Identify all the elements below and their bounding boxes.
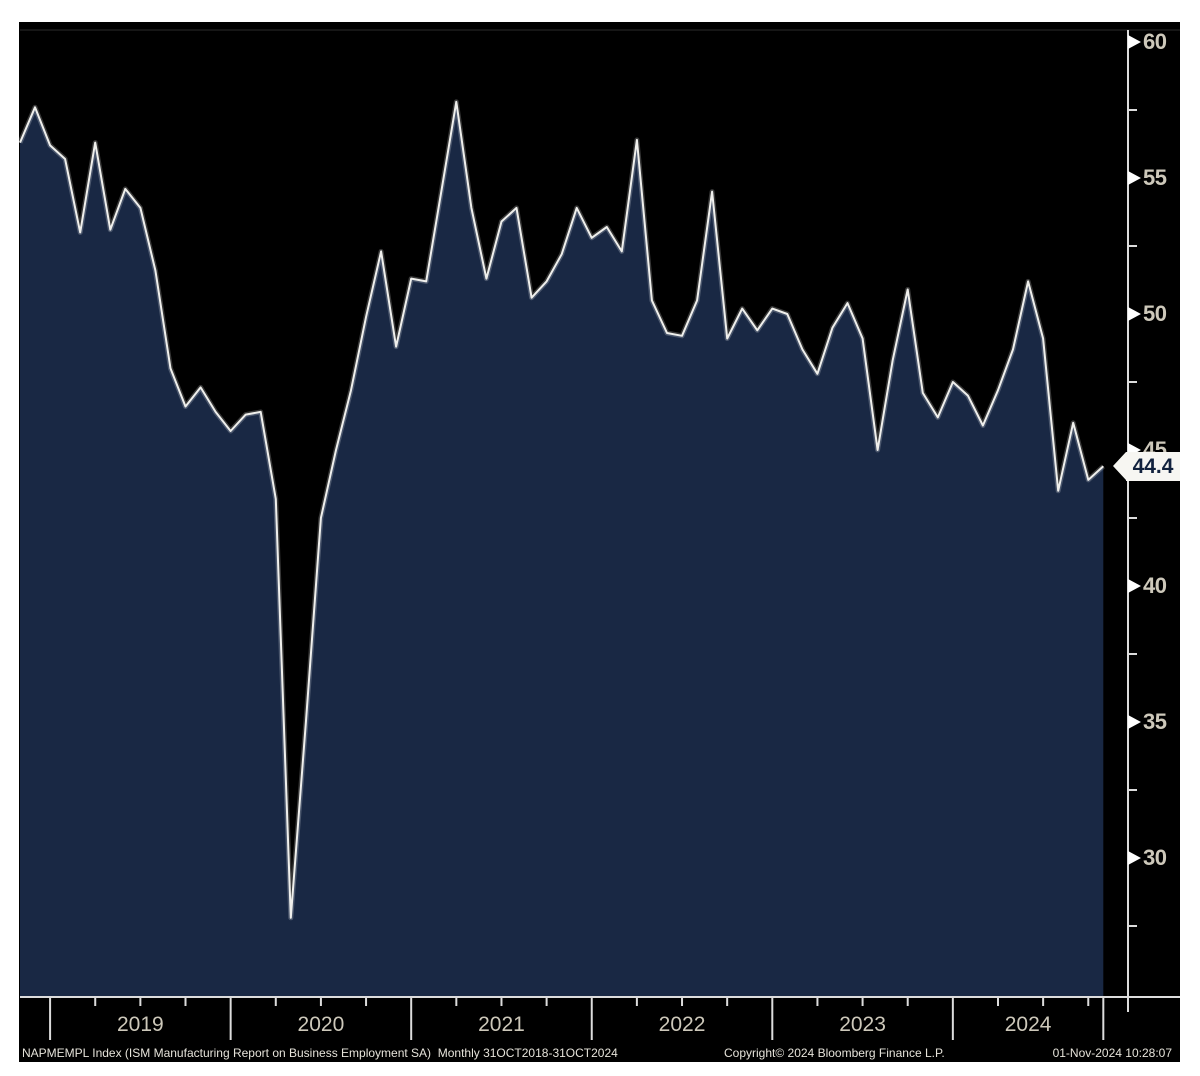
y-axis-label: 35 — [1143, 709, 1167, 734]
y-axis-label: 50 — [1143, 301, 1167, 326]
last-value-tag: 44.4 — [1113, 452, 1180, 482]
y-axis-label: 55 — [1143, 165, 1167, 190]
y-axis-label: 30 — [1143, 845, 1167, 870]
x-axis — [20, 996, 1180, 1040]
y-major-tick — [1128, 171, 1141, 185]
area-fill — [20, 101, 1104, 998]
y-major-tick — [1128, 307, 1141, 321]
x-axis-year-label: 2020 — [297, 1013, 345, 1036]
last-value-text: 44.4 — [1132, 455, 1174, 479]
y-major-tick — [1128, 579, 1141, 593]
x-axis-year-label: 2023 — [839, 1013, 886, 1036]
y-major-tick — [1128, 35, 1141, 49]
price-line — [19, 100, 1104, 919]
y-axis — [1127, 30, 1141, 1012]
x-axis-year-label: 2021 — [478, 1013, 525, 1036]
timestamp: 01-Nov-2024 10:28:07 — [1052, 1046, 1172, 1060]
y-major-tick — [1128, 715, 1141, 729]
x-axis-year-label: 2022 — [658, 1013, 706, 1036]
y-axis-label: 40 — [1143, 573, 1167, 598]
y-major-tick — [1128, 851, 1141, 865]
series-description: NAPMEMPL Index (ISM Manufacturing Report… — [22, 1046, 618, 1060]
y-axis-label: 60 — [1143, 29, 1167, 54]
x-axis-year-label: 2024 — [1004, 1013, 1052, 1036]
status-bar: NAPMEMPL Index (ISM Manufacturing Report… — [0, 1044, 1200, 1062]
x-axis-year-label: 2019 — [117, 1013, 164, 1036]
copyright-notice: Copyright© 2024 Bloomberg Finance L.P. — [724, 1046, 945, 1060]
